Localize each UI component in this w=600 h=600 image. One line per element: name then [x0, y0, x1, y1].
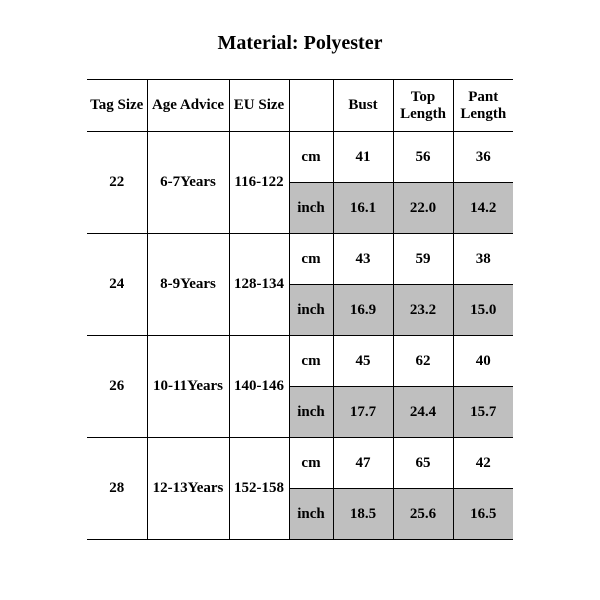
cell-unit: inch	[289, 183, 333, 234]
cell-unit: cm	[289, 234, 333, 285]
table-row: 2610-11Years140-146cm456240	[87, 336, 513, 387]
cell-unit: cm	[289, 132, 333, 183]
cell-bust: 41	[333, 132, 393, 183]
cell-eu-size: 116-122	[229, 132, 289, 234]
col-bust: Bust	[333, 80, 393, 132]
table-row: 248-9Years128-134cm435938	[87, 234, 513, 285]
col-unit	[289, 80, 333, 132]
cell-bust: 18.5	[333, 489, 393, 540]
cell-pant_length: 38	[453, 234, 513, 285]
cell-top_length: 65	[393, 438, 453, 489]
cell-age-advice: 12-13Years	[147, 438, 229, 540]
cell-top_length: 22.0	[393, 183, 453, 234]
cell-pant_length: 15.7	[453, 387, 513, 438]
col-age-advice: Age Advice	[147, 80, 229, 132]
cell-pant_length: 36	[453, 132, 513, 183]
col-eu-size: EU Size	[229, 80, 289, 132]
size-table-body: 226-7Years116-122cm415636inch16.122.014.…	[87, 132, 513, 540]
cell-pant_length: 15.0	[453, 285, 513, 336]
cell-tag-size: 26	[87, 336, 147, 438]
cell-top_length: 25.6	[393, 489, 453, 540]
col-top-length: Top Length	[393, 80, 453, 132]
cell-tag-size: 24	[87, 234, 147, 336]
cell-tag-size: 28	[87, 438, 147, 540]
table-row: 226-7Years116-122cm415636	[87, 132, 513, 183]
cell-top_length: 59	[393, 234, 453, 285]
cell-eu-size: 140-146	[229, 336, 289, 438]
cell-top_length: 62	[393, 336, 453, 387]
cell-pant_length: 14.2	[453, 183, 513, 234]
cell-bust: 47	[333, 438, 393, 489]
size-table: Tag Size Age Advice EU Size Bust Top Len…	[87, 79, 513, 540]
col-pant-length: Pant Length	[453, 80, 513, 132]
cell-pant_length: 40	[453, 336, 513, 387]
cell-eu-size: 128-134	[229, 234, 289, 336]
cell-bust: 17.7	[333, 387, 393, 438]
table-row: 2812-13Years152-158cm476542	[87, 438, 513, 489]
col-tag-size: Tag Size	[87, 80, 147, 132]
cell-unit: cm	[289, 438, 333, 489]
cell-age-advice: 10-11Years	[147, 336, 229, 438]
cell-unit: inch	[289, 387, 333, 438]
cell-bust: 45	[333, 336, 393, 387]
cell-unit: inch	[289, 285, 333, 336]
page-title: Material: Polyester	[0, 0, 600, 79]
cell-tag-size: 22	[87, 132, 147, 234]
cell-eu-size: 152-158	[229, 438, 289, 540]
cell-top_length: 24.4	[393, 387, 453, 438]
cell-top_length: 23.2	[393, 285, 453, 336]
cell-top_length: 56	[393, 132, 453, 183]
cell-bust: 43	[333, 234, 393, 285]
cell-bust: 16.9	[333, 285, 393, 336]
cell-pant_length: 42	[453, 438, 513, 489]
cell-bust: 16.1	[333, 183, 393, 234]
cell-age-advice: 8-9Years	[147, 234, 229, 336]
cell-pant_length: 16.5	[453, 489, 513, 540]
cell-unit: inch	[289, 489, 333, 540]
cell-age-advice: 6-7Years	[147, 132, 229, 234]
cell-unit: cm	[289, 336, 333, 387]
